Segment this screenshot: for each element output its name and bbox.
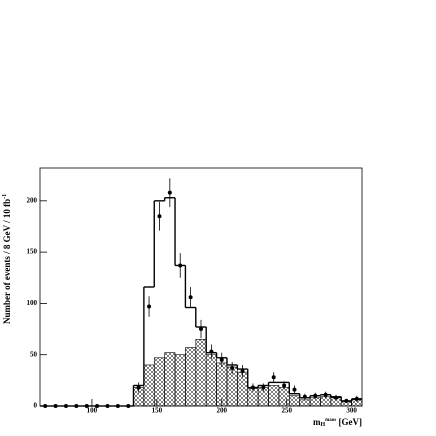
data-point	[188, 295, 193, 300]
data-point	[115, 404, 120, 408]
data-point	[271, 375, 276, 380]
data-point	[344, 398, 349, 403]
background-bar	[153, 357, 165, 407]
background-bar	[320, 396, 332, 407]
data-point	[219, 357, 224, 362]
data-point	[167, 190, 172, 195]
data-point	[261, 385, 266, 390]
data-point	[126, 404, 131, 408]
y-label-sup: -1	[2, 194, 8, 199]
data-point	[230, 366, 235, 371]
background-bar	[164, 352, 176, 407]
x-tick-label: 250	[281, 407, 292, 415]
background-bar	[195, 339, 207, 407]
data-point	[282, 383, 287, 388]
data-point	[53, 404, 58, 408]
data-point	[313, 393, 318, 398]
x-tick-label: 300	[346, 407, 357, 415]
data-point	[95, 404, 100, 408]
y-tick-label: 0	[34, 402, 38, 410]
data-point	[199, 327, 203, 332]
data-point	[334, 395, 339, 400]
data-point	[250, 385, 255, 390]
data-point	[323, 392, 328, 397]
x-label-sup: maos	[325, 418, 336, 423]
x-axis-label: mHmaos [GeV]	[313, 417, 362, 428]
background-bar	[185, 347, 197, 407]
y-tick-label: 200	[27, 196, 38, 204]
data-point	[84, 404, 89, 408]
background-bar	[309, 397, 321, 407]
x-label-base: m	[313, 417, 321, 427]
y-tick-label: 100	[27, 299, 38, 307]
data-point	[105, 404, 110, 408]
data-point	[74, 404, 79, 408]
x-tick-label: 150	[152, 407, 163, 415]
background-bar	[143, 364, 155, 407]
data-point	[354, 396, 359, 401]
background-bar	[174, 354, 186, 407]
data-point	[178, 263, 183, 268]
data-point	[240, 369, 245, 374]
y-tick-label: 50	[30, 350, 38, 358]
data-point	[63, 404, 68, 408]
y-axis-label: Number of events / 8 GeV / 10 fb-1	[2, 194, 12, 324]
background-bar	[299, 399, 311, 407]
x-tick-label: 100	[87, 407, 98, 415]
x-label-sub: H	[320, 422, 325, 428]
background-bar	[268, 385, 280, 407]
x-label-unit: [GeV]	[336, 417, 362, 427]
data-point	[136, 385, 141, 390]
data-point	[147, 304, 152, 309]
background-bar	[278, 387, 290, 407]
background-bar	[205, 354, 217, 407]
x-tick-label: 200	[217, 407, 228, 415]
y-label-text: Number of events / 8 GeV / 10 fb	[2, 199, 12, 324]
data-point	[302, 394, 307, 399]
background-bar	[288, 395, 300, 407]
data-point	[157, 214, 162, 219]
data-point	[209, 349, 214, 354]
y-tick-label: 150	[27, 248, 38, 256]
data-point	[292, 387, 297, 392]
